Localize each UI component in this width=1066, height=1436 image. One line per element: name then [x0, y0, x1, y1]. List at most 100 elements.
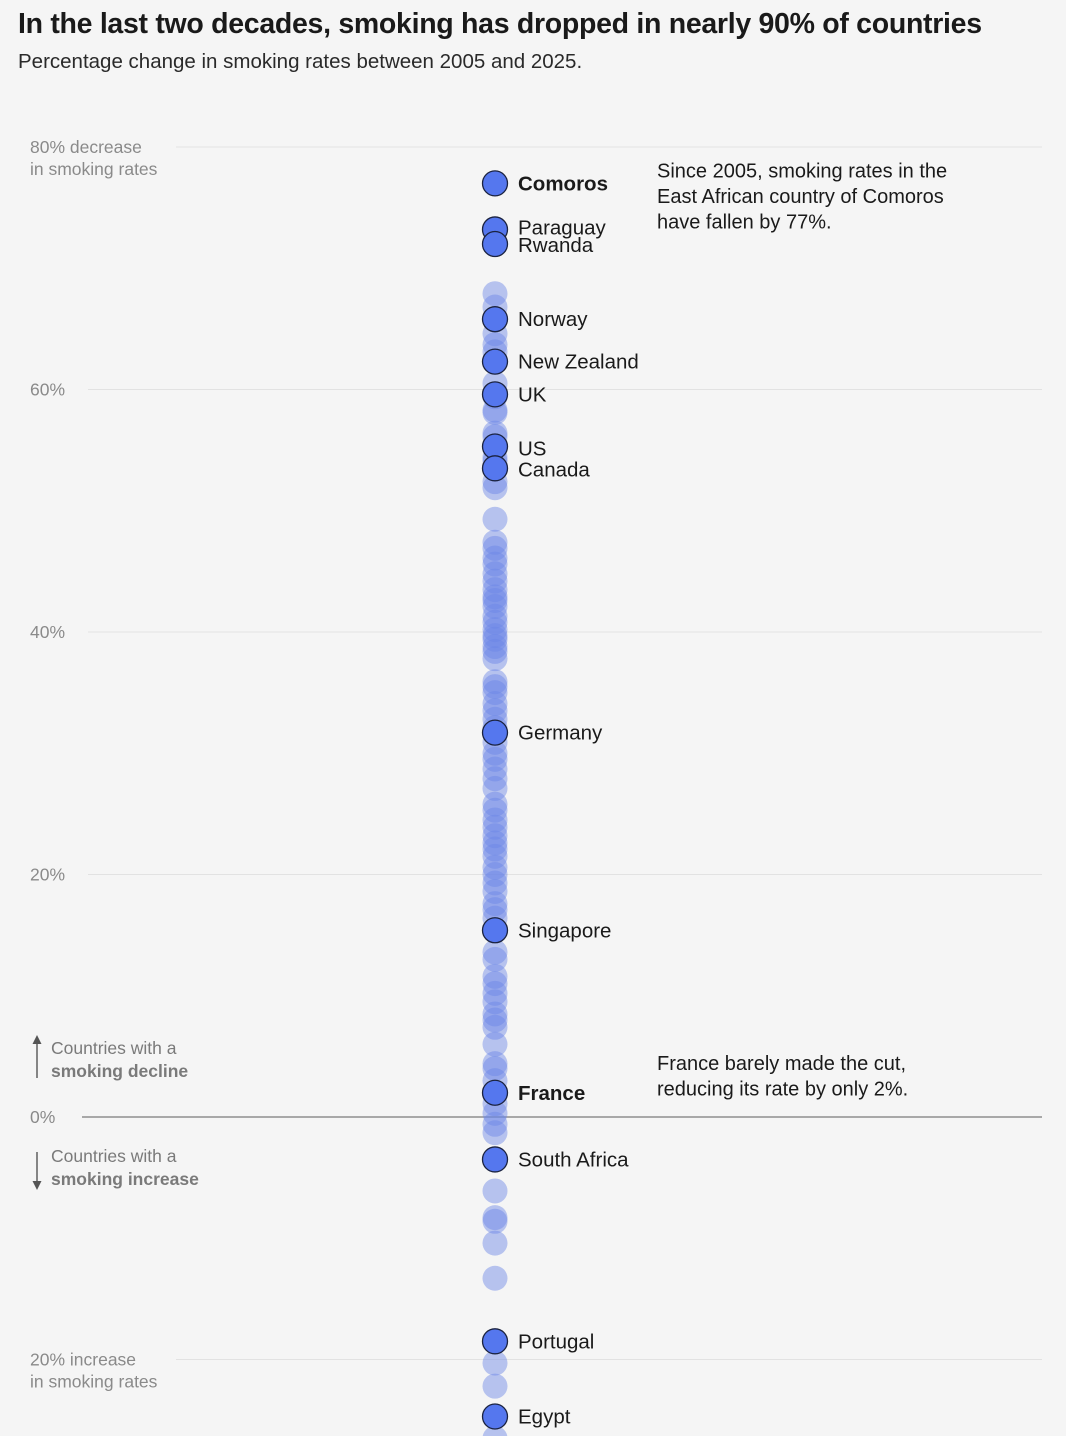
country-dot — [482, 891, 508, 917]
y-tick-label-line: in smoking rates — [30, 1372, 158, 1392]
country-dot — [482, 587, 508, 613]
country-dot — [482, 971, 508, 997]
highlighted-country-dot — [481, 170, 509, 197]
y-tick-label-line: 60% — [30, 380, 65, 400]
country-dot — [482, 551, 508, 577]
country-dot — [482, 939, 508, 965]
country-dot — [482, 1425, 508, 1436]
highlighted-country-dot — [481, 230, 509, 258]
annotation-text: France barely made the cut, reducing its … — [657, 1053, 908, 1101]
y-tick-label: 20% — [30, 865, 65, 885]
country-label: France — [518, 1082, 585, 1105]
country-dot — [482, 870, 508, 896]
country-label: Egypt — [518, 1405, 571, 1428]
annotation-text-line: France barely made the cut, — [657, 1053, 906, 1075]
annotation-text: Since 2005, smoking rates in the East Afr… — [657, 160, 947, 233]
country-dot — [482, 1111, 508, 1137]
country-dot — [482, 1205, 508, 1231]
y-tick-label: 20% increase in smoking rates — [30, 1350, 158, 1392]
country-dot — [482, 634, 508, 660]
y-tick-label-line: 40% — [30, 622, 65, 642]
highlighted-country-dot — [481, 917, 509, 944]
country-dot — [482, 756, 508, 782]
y-tick-label-line: 80% decrease — [30, 137, 142, 157]
country-dot — [482, 674, 508, 700]
country-dot — [482, 897, 508, 923]
decline-note-line1: Countries with a — [51, 1038, 177, 1058]
country-label: US — [518, 437, 546, 460]
country-dot — [482, 281, 508, 307]
increase-note-line1: Countries with a — [51, 1146, 177, 1166]
country-dot — [482, 814, 508, 840]
annotation-text-line: have fallen by 77%. — [657, 211, 832, 233]
country-dot — [482, 1014, 508, 1040]
country-dot — [482, 1178, 508, 1204]
highlighted-country-dot — [481, 306, 509, 333]
country-dot — [482, 980, 508, 1006]
country-label: Comoros — [518, 172, 608, 195]
country-dot — [482, 1031, 508, 1057]
y-tick-label: 40% — [30, 622, 65, 642]
country-dot — [482, 1230, 508, 1256]
y-tick-label-line: 0% — [30, 1107, 55, 1127]
country-dot — [482, 1056, 508, 1081]
annotation-text-line: East African country of Comoros — [657, 186, 944, 208]
country-dot — [482, 623, 508, 649]
y-tick-label-line: 20% increase — [30, 1350, 136, 1370]
country-label: Norway — [518, 308, 588, 331]
y-tick-label: 80% decrease in smoking rates — [30, 137, 158, 179]
y-tick-label-line: 20% — [30, 865, 65, 885]
country-dot — [482, 823, 508, 849]
down-arrow-head-icon — [32, 1181, 42, 1190]
country-dot — [482, 989, 508, 1015]
up-arrow-head-icon — [32, 1035, 42, 1044]
country-dot — [482, 584, 508, 610]
y-tick-label: 60% — [30, 380, 65, 400]
country-label: Germany — [518, 722, 603, 745]
country-dot — [482, 1373, 508, 1399]
country-label: Portugal — [518, 1330, 594, 1353]
country-dot — [482, 1350, 508, 1376]
country-dot — [482, 862, 508, 887]
country-dot — [482, 836, 508, 862]
decline-note-line2: smoking decline — [51, 1061, 188, 1081]
highlighted-country-dot — [481, 1146, 509, 1173]
country-dot — [482, 529, 508, 555]
country-dot — [482, 746, 508, 772]
country-dot — [482, 609, 508, 635]
increase-note-line2: smoking increase — [51, 1169, 199, 1189]
country-label: New Zealand — [518, 351, 639, 374]
highlighted-country-dot — [481, 381, 509, 408]
highlighted-country-dot — [481, 1403, 509, 1430]
highlighted-country-dot — [481, 455, 509, 482]
country-dot — [482, 603, 508, 629]
country-dot — [482, 807, 508, 833]
country-dot — [482, 843, 508, 869]
country-dot — [482, 963, 508, 989]
country-dot — [482, 568, 508, 594]
annotation-text-line: reducing its rate by only 2%. — [657, 1078, 908, 1100]
country-dot — [482, 680, 508, 706]
country-dot — [482, 1051, 508, 1077]
highlighted-country-dot — [481, 1079, 509, 1106]
country-dot — [482, 638, 508, 664]
country-dot — [482, 946, 508, 972]
highlighted-country-dot — [481, 719, 509, 746]
annotation-text-line: Since 2005, smoking rates in the — [657, 160, 947, 182]
country-dot — [482, 698, 508, 724]
country-label: Canada — [518, 458, 590, 481]
country-label: Rwanda — [518, 234, 594, 257]
country-dot — [482, 475, 508, 501]
country-dot — [482, 1265, 508, 1291]
country-dot — [482, 626, 508, 652]
y-tick-label-line: in smoking rates — [30, 159, 158, 179]
country-dot — [482, 535, 508, 561]
country-label: UK — [518, 383, 547, 406]
chart-title: In the last two decades, smoking has dro… — [18, 8, 982, 40]
country-dot — [482, 617, 508, 643]
country-dot — [482, 775, 508, 801]
country-dot — [482, 646, 508, 672]
country-dot — [482, 797, 508, 823]
country-dot — [482, 506, 508, 532]
